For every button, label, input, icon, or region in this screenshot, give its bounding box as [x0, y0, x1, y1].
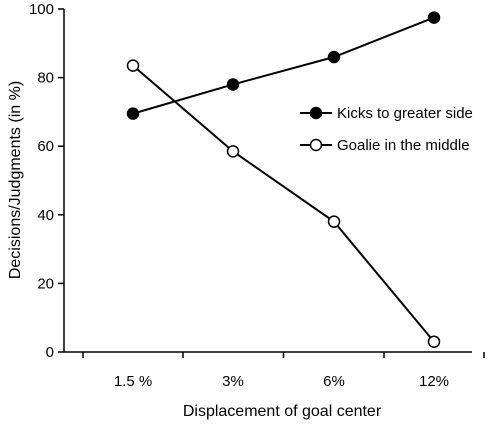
- data-point: [327, 215, 341, 228]
- series-1: [126, 11, 441, 120]
- y-tick-label: 100: [29, 1, 54, 18]
- x-axis-title: Displacement of goal center: [183, 403, 382, 420]
- x-tick-label: 6%: [323, 373, 345, 390]
- series-line: [132, 16, 435, 115]
- data-point: [427, 11, 441, 24]
- series-line: [132, 64, 435, 343]
- y-tick-label: 0: [46, 344, 54, 361]
- x-tick-label: 12%: [419, 373, 449, 390]
- series-2: [126, 59, 441, 348]
- x-tick-label: 3%: [222, 373, 244, 390]
- y-axis-title: Decisions/Judgments (in %): [7, 81, 24, 279]
- legend-marker: [309, 106, 323, 120]
- legend-marker: [309, 138, 323, 152]
- legend-label: Goalie in the middle: [337, 137, 470, 154]
- legend-item: Goalie in the middle: [300, 137, 470, 154]
- y-tick-label: 80: [37, 70, 54, 87]
- legend-label: Kicks to greater side: [337, 105, 473, 122]
- data-point: [126, 59, 140, 72]
- data-point: [226, 78, 240, 91]
- data-series: [126, 11, 441, 348]
- x-axis-ticks: 1.5 % 3% 6% 12%: [82, 352, 485, 390]
- y-tick-label: 20: [37, 275, 54, 292]
- data-point: [327, 50, 341, 64]
- data-point: [226, 145, 240, 158]
- legend: Kicks to greater side Goalie in the middl…: [300, 105, 473, 154]
- data-point: [427, 335, 441, 348]
- y-axis-ticks: 0 20 40 60 80 100: [29, 1, 64, 361]
- legend-item: Kicks to greater side: [300, 105, 473, 122]
- y-tick-label: 60: [37, 138, 54, 155]
- axes: [63, 9, 472, 353]
- y-tick-label: 40: [37, 207, 54, 224]
- x-tick-label: 1.5 %: [114, 373, 152, 390]
- data-point: [126, 107, 140, 120]
